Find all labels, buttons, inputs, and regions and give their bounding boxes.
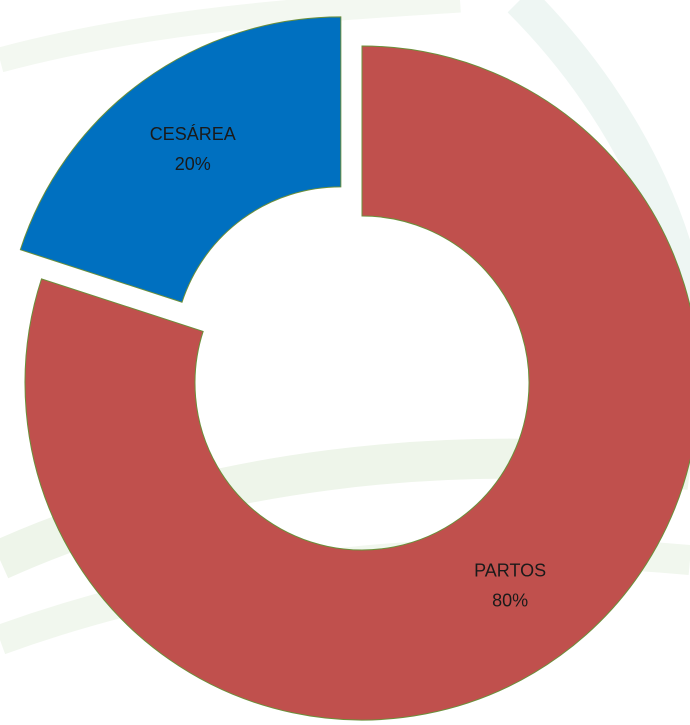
labels: PARTOS 80% CESÁREA 20%	[150, 124, 546, 611]
slice-category-label: CESÁREA	[150, 124, 236, 144]
slice-value-label: 20%	[175, 154, 211, 174]
slice-value-label: 80%	[492, 591, 528, 611]
slice-category-label: PARTOS	[474, 561, 546, 581]
donut-slice	[19, 16, 342, 303]
slices	[19, 16, 690, 721]
donut-slice	[24, 45, 690, 721]
